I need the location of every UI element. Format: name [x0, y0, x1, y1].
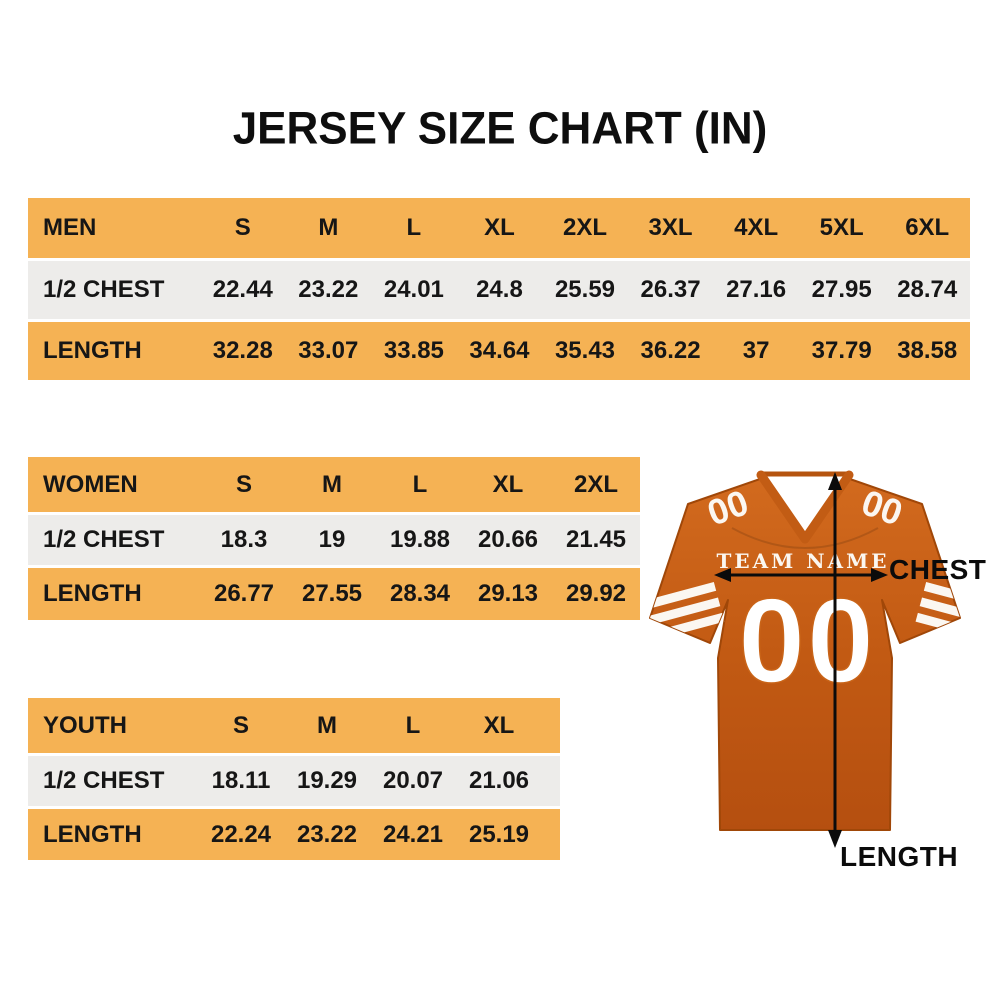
women-size-table: WOMEN S M L XL 2XL 1/2 CHEST 18.3 19 19.…: [28, 457, 640, 623]
value-cell: 25.59: [554, 276, 616, 303]
size-header-cell: S: [234, 214, 251, 241]
value-cell: 18.3: [220, 526, 268, 553]
chest-arrow: [714, 568, 888, 582]
youth-length-row: LENGTH 22.24 23.22 24.21 25.19: [28, 809, 560, 860]
page-title: JERSEY SIZE CHART (IN): [232, 103, 768, 154]
women-table-title: WOMEN: [43, 470, 138, 498]
row-label-cell: LENGTH: [43, 337, 142, 364]
size-header-cell: M: [317, 711, 337, 739]
value-cell: 19.29: [296, 767, 358, 794]
women-header-row: WOMEN S M L XL 2XL: [28, 457, 640, 512]
youth-header-row: YOUTH S M L XL: [28, 698, 560, 753]
men-chest-row: 1/2 CHEST 22.44 23.22 24.01 24.8 25.59 2…: [28, 261, 970, 319]
value-cell: 29.13: [477, 580, 539, 607]
value-cell: 27.16: [726, 276, 787, 303]
value-cell: 22.24: [210, 820, 272, 848]
value-cell: 23.22: [298, 276, 359, 303]
length-arrow: [828, 472, 842, 848]
value-cell: 28.74: [897, 276, 958, 303]
size-header-cell: M: [318, 214, 339, 241]
men-size-table: MEN S M L XL 2XL 3XL 4XL 5XL 6XL 1/2 CHE…: [28, 198, 970, 383]
value-cell: 29.92: [565, 580, 627, 607]
value-cell: 23.22: [296, 820, 358, 848]
size-header-cell: S: [232, 711, 249, 739]
value-cell: 24.21: [382, 820, 444, 848]
team-name-text: TEAM NAME: [717, 549, 890, 573]
size-header-cell: 3XL: [648, 214, 693, 241]
size-header-cell: L: [406, 214, 422, 241]
size-header-cell: 2XL: [573, 470, 618, 498]
size-header-cell: L: [412, 470, 428, 498]
row-label-cell: 1/2 CHEST: [43, 526, 165, 553]
size-header-cell: 6XL: [905, 214, 950, 241]
row-label-cell: LENGTH: [43, 820, 142, 848]
v-neck-collar: [731, 470, 879, 549]
value-cell: 21.06: [468, 767, 530, 794]
value-cell: 21.45: [565, 526, 627, 553]
size-header-cell: XL: [484, 214, 515, 241]
value-cell: 37: [742, 337, 770, 364]
value-cell: 20.66: [477, 526, 539, 553]
row-label-cell: 1/2 CHEST: [43, 276, 165, 303]
value-cell: 24.8: [476, 276, 523, 303]
value-cell: 18.11: [211, 767, 271, 794]
value-cell: 33.85: [383, 337, 444, 364]
value-cell: 24.01: [383, 276, 444, 303]
value-cell: 35.43: [554, 337, 616, 364]
size-header-cell: M: [322, 470, 342, 498]
youth-chest-row: 1/2 CHEST 18.11 19.29 20.07 21.06: [28, 756, 560, 806]
row-label-cell: LENGTH: [43, 580, 142, 607]
youth-size-table: YOUTH S M L XL 1/2 CHEST 18.11 19.29 20.…: [28, 698, 560, 863]
women-chest-row: 1/2 CHEST 18.3 19 19.88 20.66 21.45: [28, 515, 640, 565]
value-cell: 19: [318, 526, 346, 553]
value-cell: 33.07: [298, 337, 359, 364]
jersey-measurement-figure: 00 00 TEAM NAME 00 CHEST LENGTH: [640, 448, 1000, 880]
value-cell: 36.22: [640, 337, 701, 364]
value-cell: 25.19: [468, 820, 530, 848]
value-cell: 20.07: [382, 767, 444, 794]
size-header-cell: L: [405, 711, 421, 739]
size-header-cell: 2XL: [562, 214, 607, 241]
men-table-title: MEN: [43, 214, 97, 241]
chest-label: CHEST: [889, 554, 986, 585]
value-cell: 27.95: [811, 276, 872, 303]
size-header-cell: XL: [483, 711, 515, 739]
value-cell: 38.58: [897, 337, 958, 364]
value-cell: 26.77: [213, 580, 275, 607]
value-cell: 22.44: [212, 276, 273, 303]
length-label: LENGTH: [840, 841, 958, 872]
value-cell: 19.88: [389, 526, 451, 553]
value-cell: 34.64: [469, 337, 530, 364]
size-header-cell: S: [235, 470, 252, 498]
row-label-cell: 1/2 CHEST: [43, 767, 165, 794]
value-cell: 28.34: [389, 580, 451, 607]
front-number-text: 00: [738, 574, 875, 708]
value-cell: 26.37: [640, 276, 701, 303]
value-cell: 27.55: [301, 580, 363, 607]
size-header-cell: 4XL: [734, 214, 779, 241]
size-header-cell: XL: [492, 470, 524, 498]
size-header-cell: 5XL: [819, 214, 864, 241]
value-cell: 32.28: [212, 337, 273, 364]
men-header-row: MEN S M L XL 2XL 3XL 4XL 5XL 6XL: [28, 198, 970, 258]
men-length-row: LENGTH 32.28 33.07 33.85 34.64 35.43 36.…: [28, 322, 970, 380]
women-length-row: LENGTH 26.77 27.55 28.34 29.13 29.92: [28, 568, 640, 620]
value-cell: 37.79: [811, 337, 872, 364]
jersey-graphic: 00 00 TEAM NAME 00 CHEST LENGTH: [649, 470, 986, 872]
youth-table-title: YOUTH: [43, 711, 127, 739]
